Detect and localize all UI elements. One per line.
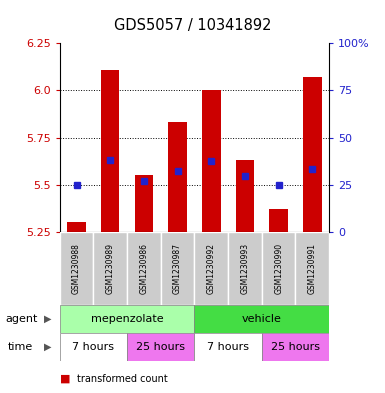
Text: agent: agent [6,314,38,324]
Bar [93,232,127,305]
Bar [161,232,194,305]
Bar [127,232,161,305]
Bar [60,232,93,305]
Bar [262,333,329,361]
Text: 7 hours: 7 hours [207,342,249,352]
Bar [127,333,194,361]
Bar [60,305,194,333]
Bar [67,222,86,232]
Bar [303,77,321,232]
Bar [194,333,262,361]
Bar [168,123,187,232]
Bar [194,232,228,305]
Text: ■: ■ [60,374,70,384]
Bar [101,70,119,232]
Text: GSM1230989: GSM1230989 [106,243,115,294]
Bar [236,160,254,232]
Text: mepenzolate: mepenzolate [91,314,163,324]
Bar [135,175,153,232]
Text: ▶: ▶ [44,314,52,324]
Bar [262,232,296,305]
Text: transformed count: transformed count [77,374,168,384]
Bar [194,305,329,333]
Bar [296,232,329,305]
Text: GSM1230991: GSM1230991 [308,243,317,294]
Text: 25 hours: 25 hours [136,342,185,352]
Bar [270,209,288,232]
Bar [202,90,221,232]
Text: GSM1230986: GSM1230986 [139,243,148,294]
Text: vehicle: vehicle [242,314,282,324]
Text: GSM1230988: GSM1230988 [72,243,81,294]
Text: 25 hours: 25 hours [271,342,320,352]
Text: GSM1230990: GSM1230990 [274,242,283,294]
Bar [228,232,262,305]
Bar [60,333,127,361]
Text: GDS5057 / 10341892: GDS5057 / 10341892 [114,18,271,33]
Text: GSM1230987: GSM1230987 [173,243,182,294]
Text: GSM1230992: GSM1230992 [207,243,216,294]
Text: GSM1230993: GSM1230993 [241,242,249,294]
Text: 7 hours: 7 hours [72,342,114,352]
Text: time: time [8,342,33,352]
Text: ▶: ▶ [44,342,52,352]
